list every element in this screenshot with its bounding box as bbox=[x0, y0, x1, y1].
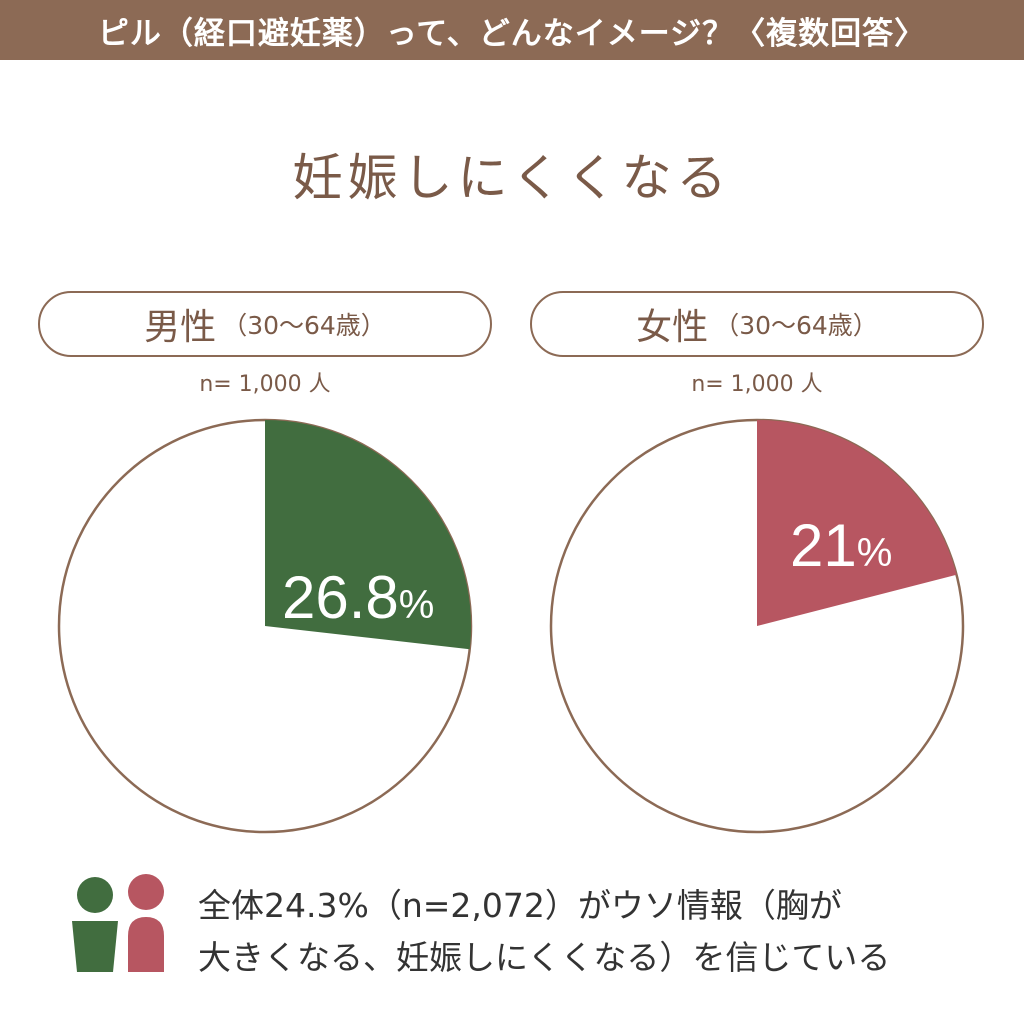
male-value-number: 26.8 bbox=[282, 564, 399, 631]
header-title: ピル（経口避妊薬）って、どんなイメージ？〈複数回答〉 bbox=[97, 15, 927, 52]
female-sample-size: n= 1,000 人 bbox=[691, 372, 823, 397]
header-bar: ピル（経口避妊薬）って、どんなイメージ？〈複数回答〉 bbox=[0, 0, 1024, 60]
female-value-number: 21 bbox=[790, 512, 857, 579]
female-group-pill: 女性 （30〜64歳） bbox=[530, 291, 984, 357]
main-title: 妊娠しにくくなる bbox=[292, 149, 732, 207]
female-value-label: 21% bbox=[790, 512, 892, 579]
person-female-icon bbox=[128, 874, 164, 972]
female-pie-chart: 21% bbox=[549, 418, 965, 834]
female-value-unit: % bbox=[857, 531, 893, 575]
male-group-pill: 男性 （30〜64歳） bbox=[38, 291, 492, 357]
footer-line-2: 大きくなる、妊娠しにくくなる）を信じている bbox=[198, 938, 891, 977]
male-value-label: 26.8% bbox=[282, 564, 434, 631]
male-age-range: （30〜64歳） bbox=[222, 311, 386, 340]
female-age-range: （30〜64歳） bbox=[714, 311, 878, 340]
female-group-label: 女性 bbox=[636, 307, 709, 348]
male-pie-chart: 26.8% bbox=[57, 418, 473, 834]
male-sample-size: n= 1,000 人 bbox=[199, 372, 331, 397]
male-group-label: 男性 bbox=[144, 307, 217, 348]
male-value-unit: % bbox=[399, 583, 435, 627]
footer-line-1: 全体24.3%（n=2,072）がウソ情報（胸が bbox=[198, 886, 842, 925]
female-pie-slice bbox=[757, 420, 957, 626]
male-pie-slice bbox=[265, 420, 471, 650]
person-male-icon bbox=[72, 877, 118, 972]
footer-text: 全体24.3%（n=2,072）がウソ情報（胸が 大きくなる、妊娠しにくくなる）… bbox=[198, 880, 998, 984]
